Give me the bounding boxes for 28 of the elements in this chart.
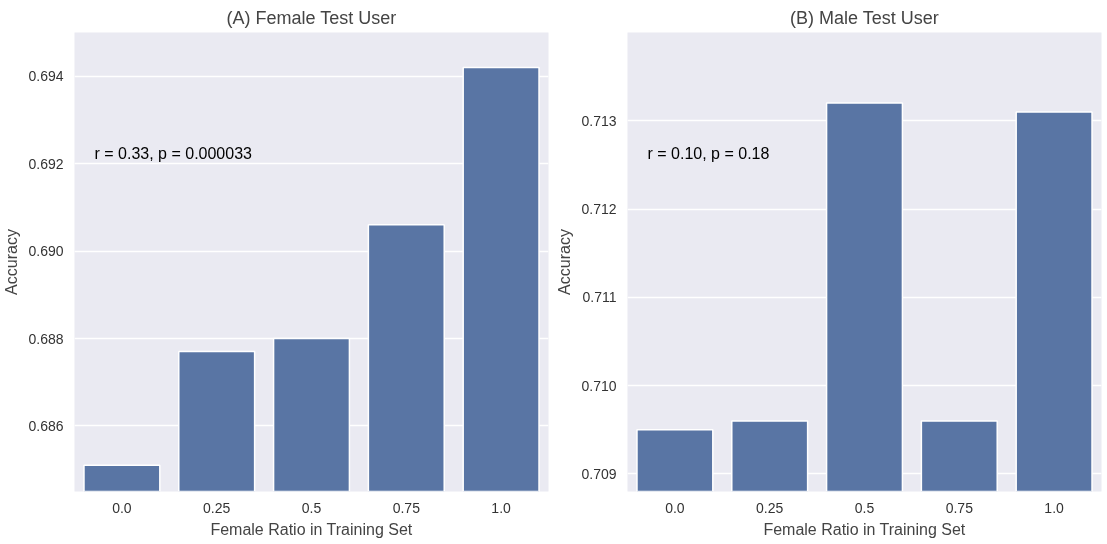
annotation: r = 0.10, p = 0.18 (647, 144, 770, 162)
y-axis-title: Accuracy (3, 229, 21, 295)
y-tick-label: 0.694 (28, 68, 64, 85)
y-tick-label: 0.712 (581, 201, 617, 218)
x-tick-label: 1.0 (491, 499, 512, 516)
x-tick-label: 0.75 (392, 499, 421, 516)
y-tick-label: 0.713 (581, 112, 617, 129)
x-tick-label: 0.25 (756, 499, 784, 516)
x-tick-label: 0.25 (203, 499, 231, 516)
x-tick-label: 1.0 (1044, 499, 1065, 516)
chart-title: (A) Female Test User (226, 7, 397, 28)
y-tick-label: 0.690 (28, 243, 64, 260)
y-tick-label: 0.692 (28, 155, 64, 172)
x-tick-label: 0.0 (112, 499, 132, 516)
y-tick-label: 0.711 (582, 289, 617, 306)
x-tick-label: 0.75 (945, 499, 974, 516)
y-tick-label: 0.686 (28, 417, 64, 434)
y-axis-title: Accuracy (556, 229, 574, 295)
y-tick-label: 0.688 (28, 330, 64, 347)
x-tick-label: 0.5 (854, 499, 875, 516)
x-tick-label: 0.5 (301, 499, 322, 516)
x-axis-title: Female Ratio in Training Set (210, 520, 413, 538)
annotation: r = 0.33, p = 0.000033 (94, 144, 253, 162)
y-tick-label: 0.710 (581, 377, 617, 394)
x-axis-title: Female Ratio in Training Set (763, 520, 966, 538)
chart-title: (B) Male Test User (789, 7, 939, 28)
x-tick-label: 0.0 (665, 499, 685, 516)
y-tick-label: 0.709 (581, 465, 617, 482)
